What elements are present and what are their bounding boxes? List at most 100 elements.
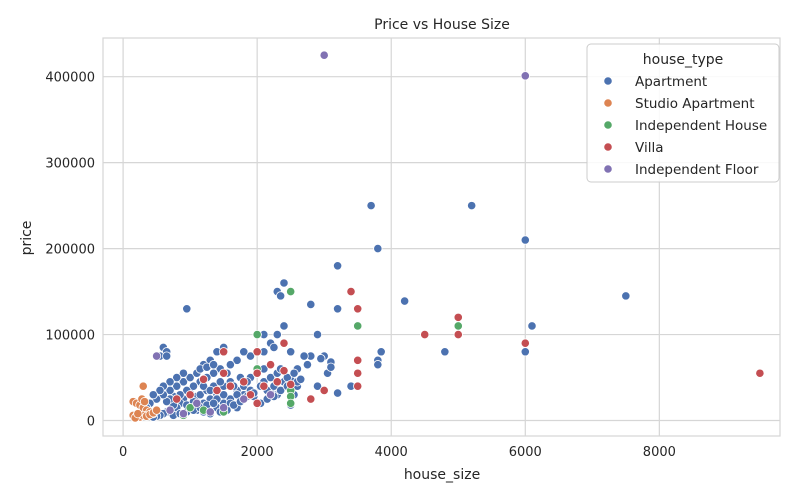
point-apartment <box>265 372 276 383</box>
point-studio-apartment <box>139 397 150 407</box>
point-apartment <box>272 329 282 340</box>
point-apartment <box>239 347 249 357</box>
point-independent-floor <box>265 390 276 400</box>
point-villa <box>212 385 222 396</box>
point-independent-floor <box>152 351 162 361</box>
point-studio-apartment <box>152 405 162 415</box>
point-apartment <box>306 299 316 310</box>
point-independent-floor <box>239 394 249 404</box>
point-villa <box>252 368 262 378</box>
point-independent-house <box>353 321 363 331</box>
chart-title: Price vs House Size <box>374 17 510 33</box>
point-apartment <box>333 261 343 271</box>
x-tick-label: 8000 <box>643 445 676 460</box>
point-villa <box>259 381 269 391</box>
point-apartment <box>333 388 343 398</box>
point-independent-house <box>185 403 195 413</box>
point-apartment <box>366 201 376 211</box>
point-apartment <box>178 368 189 378</box>
legend-marker <box>603 164 613 174</box>
point-apartment <box>148 390 158 400</box>
point-apartment <box>165 377 175 387</box>
point-independent-floor <box>192 398 202 408</box>
legend-marker <box>603 120 613 130</box>
point-villa <box>245 390 256 400</box>
point-villa <box>453 329 463 340</box>
y-axis-label: price <box>19 221 35 256</box>
point-studio-apartment <box>133 409 143 419</box>
data-points <box>128 50 765 423</box>
point-villa <box>306 394 316 404</box>
point-apartment <box>520 347 530 357</box>
point-villa <box>185 390 195 400</box>
point-apartment <box>279 321 289 331</box>
point-apartment <box>188 381 199 391</box>
point-villa <box>346 286 356 297</box>
legend-label: Independent House <box>635 118 767 134</box>
point-villa <box>239 377 249 387</box>
y-tick-label: 400000 <box>45 71 95 86</box>
point-apartment <box>289 368 299 378</box>
point-villa <box>279 338 289 348</box>
point-apartment <box>185 372 195 383</box>
y-tick-label: 0 <box>87 415 95 430</box>
point-apartment <box>215 377 225 387</box>
x-tick-label: 2000 <box>241 445 274 460</box>
point-independent-floor <box>219 403 229 413</box>
legend-label: Villa <box>635 140 663 156</box>
point-independent-house <box>286 398 296 408</box>
point-independent-floor <box>319 50 329 60</box>
point-apartment <box>276 291 286 301</box>
point-apartment <box>162 351 172 361</box>
y-tick-label: 100000 <box>45 329 95 344</box>
point-villa <box>265 360 276 370</box>
point-apartment <box>172 372 182 383</box>
point-apartment <box>621 291 631 301</box>
point-apartment <box>208 398 219 408</box>
x-tick-label: 0 <box>119 445 127 460</box>
point-villa <box>319 385 329 396</box>
point-apartment <box>208 360 219 370</box>
plot-frame <box>102 37 781 437</box>
point-apartment <box>245 351 256 361</box>
point-apartment <box>312 381 323 391</box>
legend-label: Apartment <box>635 74 707 90</box>
point-apartment <box>269 342 279 353</box>
point-apartment <box>527 321 537 331</box>
point-apartment <box>520 235 530 245</box>
tick-labels: 0 2000 4000 6000 8000 0 100000 200000 300000 4000… <box>45 71 676 460</box>
point-villa <box>353 381 363 391</box>
legend: house_type Apartment Studio Apartment Inde… <box>586 43 780 183</box>
point-apartment <box>326 362 336 372</box>
point-apartment <box>376 347 386 357</box>
point-apartment <box>302 360 313 370</box>
x-axis-label: house_size <box>404 467 480 483</box>
point-apartment <box>316 354 326 364</box>
y-tick-label: 200000 <box>45 243 95 258</box>
point-villa <box>286 379 296 390</box>
point-villa <box>252 347 262 357</box>
legend-label: Studio Apartment <box>635 96 755 112</box>
point-independent-floor <box>178 409 189 419</box>
point-apartment <box>299 351 309 361</box>
point-villa <box>353 368 363 378</box>
point-independent-floor <box>520 71 530 81</box>
point-apartment <box>467 201 477 211</box>
point-studio-apartment <box>138 381 148 391</box>
point-apartment <box>373 244 383 254</box>
point-apartment <box>219 390 229 400</box>
legend-title: house_type <box>643 52 724 68</box>
point-villa <box>252 398 262 408</box>
legend-marker <box>603 98 613 108</box>
point-villa <box>453 312 463 322</box>
legend-box <box>586 43 780 183</box>
point-apartment <box>225 360 235 370</box>
legend-label: Independent Floor <box>635 162 759 178</box>
point-independent-house <box>252 329 262 340</box>
point-apartment <box>279 278 289 288</box>
y-tick-label: 300000 <box>45 157 95 172</box>
point-villa <box>420 329 430 340</box>
point-apartment <box>400 296 410 306</box>
point-villa <box>755 368 765 378</box>
point-villa <box>520 338 530 348</box>
